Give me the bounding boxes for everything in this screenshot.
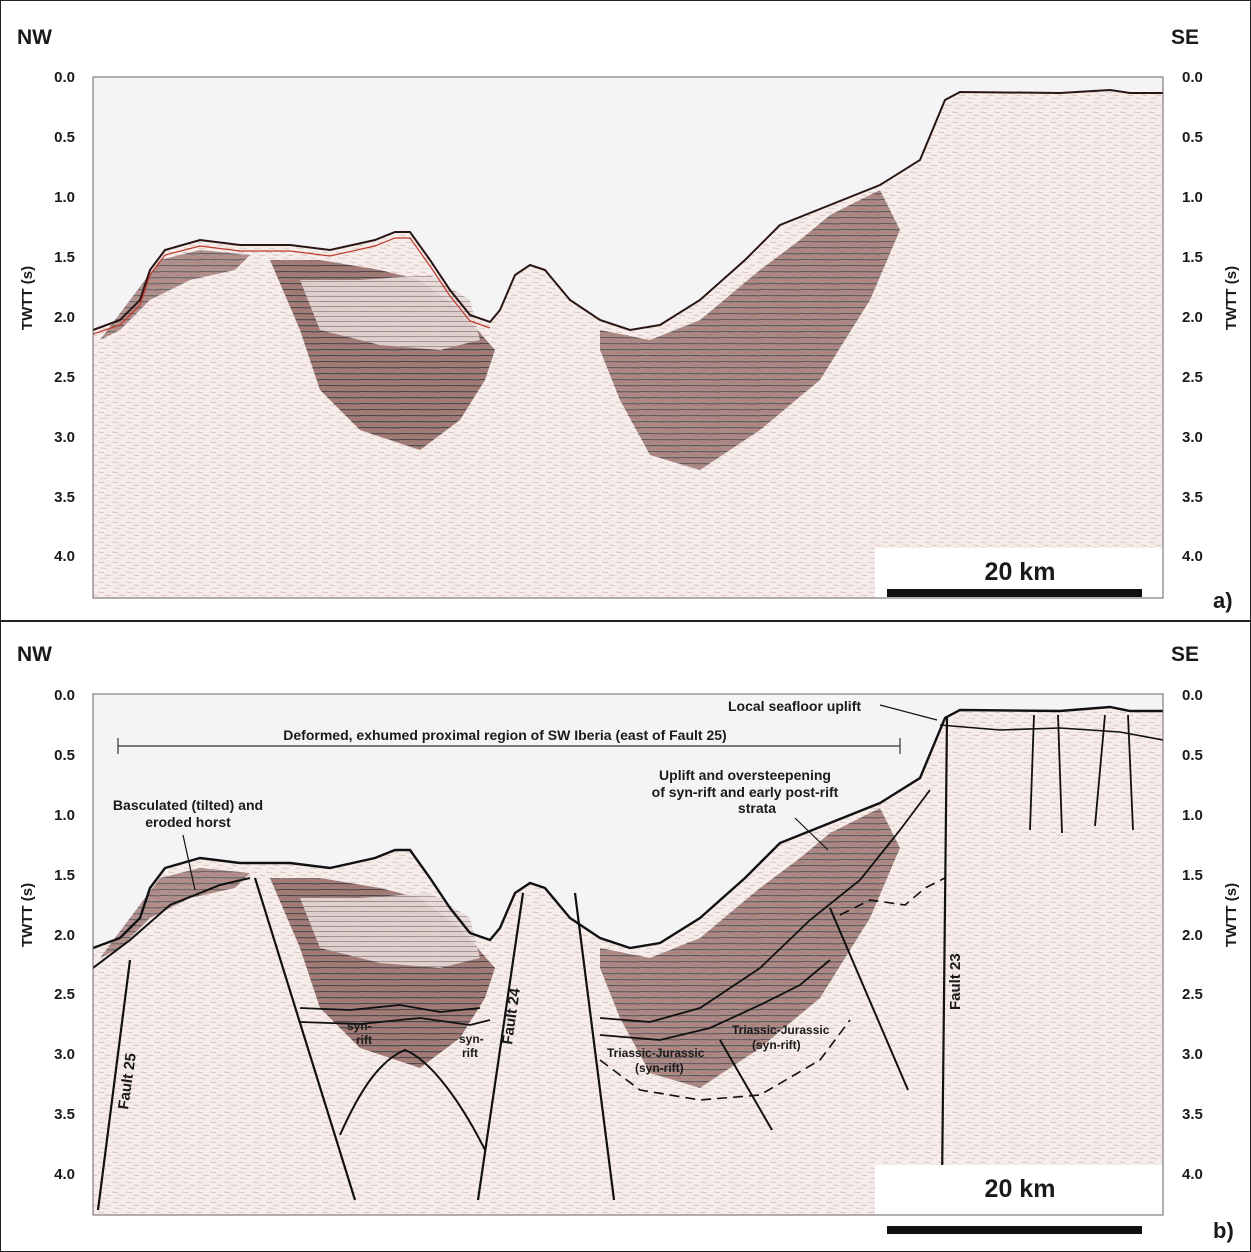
tick-label: 2.5 (54, 986, 75, 1003)
tick-label: 0.5 (1182, 129, 1203, 146)
panel-b-scale-label: 20 km (985, 1175, 1056, 1203)
tick-label: 0.5 (54, 129, 75, 146)
annotation-seafloor-uplift: Local seafloor uplift (728, 698, 861, 714)
annotation-synrift1-b: rift (356, 1033, 372, 1047)
panel-a-right-ticks: 0.0 0.5 1.0 1.5 2.0 2.5 3.0 3.5 4.0 (1182, 69, 1203, 565)
tick-label: 2.0 (54, 927, 75, 944)
annotation-uplift-line3: strata (738, 800, 776, 816)
annotation-synrift2-a: syn- (459, 1032, 484, 1046)
annotation-synrift2-b: rift (462, 1046, 478, 1060)
tick-label: 3.5 (1182, 489, 1203, 506)
panel-b-se-label: SE (1171, 643, 1199, 666)
annotation-tj2-b: (syn-rift) (752, 1038, 801, 1052)
tick-label: 1.0 (54, 189, 75, 206)
seafloor-uplift-arrow (879, 704, 938, 721)
panel-a-nw-label: NW (17, 26, 52, 49)
panel-a-left-ticks: 0.0 0.5 1.0 1.5 2.0 2.5 3.0 3.5 4.0 (54, 69, 75, 565)
annotation-tj1-b: (syn-rift) (635, 1061, 684, 1075)
tick-label: 2.0 (1182, 927, 1203, 944)
panel-b-left-ticks: 0.0 0.5 1.0 1.5 2.0 2.5 3.0 3.5 4.0 (54, 687, 75, 1183)
annotation-tj2-a: Triassic-Jurassic (732, 1023, 830, 1037)
tick-label: 1.5 (54, 249, 75, 266)
tick-label: 2.0 (1182, 309, 1203, 326)
annotation-uplift-line2: of syn-rift and early post-rift (652, 784, 839, 800)
panel-b-axis-title-right: TWTT (s) (1223, 883, 1240, 947)
tick-label: 1.5 (1182, 249, 1203, 266)
annotation-horst-line2: eroded horst (145, 814, 231, 830)
tick-label: 2.5 (1182, 369, 1203, 386)
panel-b-tag: b) (1213, 1218, 1234, 1243)
panel-b-right-ticks: 0.0 0.5 1.0 1.5 2.0 2.5 3.0 3.5 4.0 (1182, 687, 1203, 1183)
tick-label: 4.0 (54, 548, 75, 565)
tick-label: 4.0 (1182, 1166, 1203, 1183)
annotation-deformed-region: Deformed, exhumed proximal region of SW … (283, 727, 726, 743)
tick-label: 3.0 (54, 429, 75, 446)
annotation-synrift1-a: syn- (347, 1019, 372, 1033)
tick-label: 1.5 (54, 867, 75, 884)
panel-b: NW SE 0.0 0.5 1.0 1.5 2.0 2.5 3.0 3.5 4.… (17, 643, 1240, 1243)
tick-label: 2.5 (54, 369, 75, 386)
panel-a-axis-title-left: TWTT (s) (19, 266, 36, 330)
tick-label: 1.0 (1182, 807, 1203, 824)
fault-23-label: Fault 23 (947, 953, 964, 1010)
tick-label: 3.0 (1182, 429, 1203, 446)
panel-a-scale-bar (887, 589, 1142, 597)
tick-label: 1.0 (54, 807, 75, 824)
tick-label: 0.5 (1182, 747, 1203, 764)
panel-b-seismic (93, 694, 1163, 1215)
tick-label: 1.5 (1182, 867, 1203, 884)
annotation-uplift-line1: Uplift and oversteepening (659, 767, 831, 783)
tick-label: 3.5 (1182, 1106, 1203, 1123)
uplift-arrow (794, 817, 829, 851)
tick-label: 2.0 (54, 309, 75, 326)
tick-label: 3.0 (54, 1046, 75, 1063)
annotation-horst-line1: Basculated (tilted) and (113, 797, 263, 813)
tick-label: 3.5 (54, 489, 75, 506)
panel-b-nw-label: NW (17, 643, 52, 666)
tick-label: 0.0 (1182, 687, 1203, 704)
tick-label: 0.0 (1182, 69, 1203, 86)
tick-label: 0.0 (54, 69, 75, 86)
tick-label: 2.5 (1182, 986, 1203, 1003)
panel-a-tag: a) (1213, 588, 1233, 613)
panel-a: NW SE 0.0 0.5 1.0 1.5 2.0 2.5 3.0 3.5 4.… (17, 26, 1240, 613)
horst-arrow (182, 834, 196, 891)
tick-label: 1.0 (1182, 189, 1203, 206)
panel-a-se-label: SE (1171, 26, 1199, 49)
tick-label: 0.5 (54, 747, 75, 764)
tick-label: 4.0 (54, 1166, 75, 1183)
tick-label: 3.0 (1182, 1046, 1203, 1063)
panel-b-scale-bar (887, 1226, 1142, 1234)
panel-a-seismic (93, 77, 1163, 598)
panel-a-scale-label: 20 km (985, 558, 1056, 586)
annotation-tj1-a: Triassic-Jurassic (607, 1046, 705, 1060)
tick-label: 4.0 (1182, 548, 1203, 565)
tick-label: 3.5 (54, 1106, 75, 1123)
panel-b-axis-title-left: TWTT (s) (19, 883, 36, 947)
panel-a-axis-title-right: TWTT (s) (1223, 266, 1240, 330)
tick-label: 0.0 (54, 687, 75, 704)
